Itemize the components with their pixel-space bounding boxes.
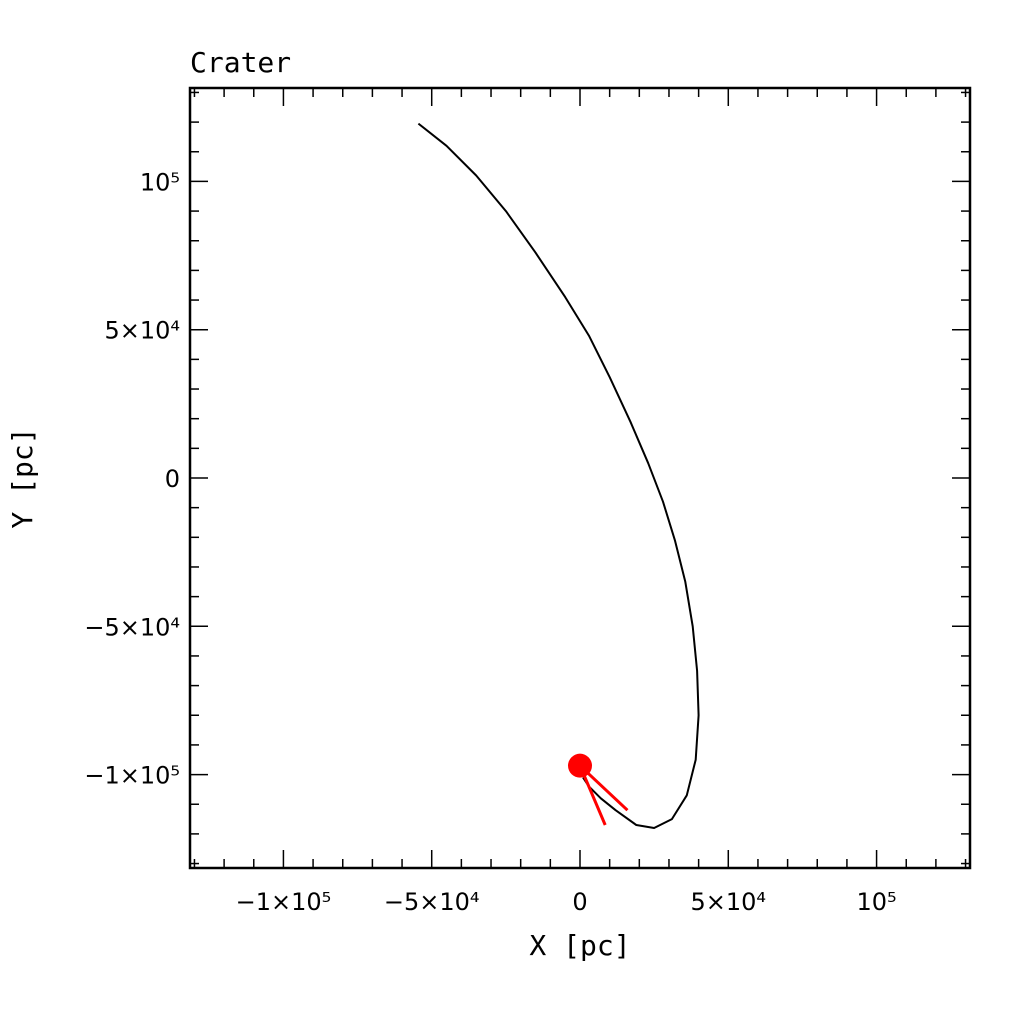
x-tick-label: 0 xyxy=(572,888,587,916)
x-tick-label: 10⁵ xyxy=(856,888,896,916)
y-axis-label: Y [pc] xyxy=(6,427,39,528)
x-tick-label: −5×10⁴ xyxy=(384,888,480,916)
current-position-markers xyxy=(568,753,629,826)
y-tick-label: 10⁵ xyxy=(140,168,180,196)
y-tick-label: −1×10⁵ xyxy=(84,762,180,790)
current-position-marker xyxy=(568,753,592,778)
x-axis-label: X [pc] xyxy=(529,929,630,962)
tick-marks xyxy=(190,88,970,868)
x-tick-label: −1×10⁵ xyxy=(236,888,332,916)
orbit-series xyxy=(417,122,700,829)
y-tick-labels: 10⁵ 5×10⁴ 0 −5×10⁴ −1×10⁵ xyxy=(84,168,180,789)
y-tick-label: 5×10⁴ xyxy=(104,317,180,345)
y-tick-label: −5×10⁴ xyxy=(84,613,180,641)
orbit-line xyxy=(417,122,700,829)
x-tick-labels: −1×10⁵ −5×10⁴ 0 5×10⁴ 10⁵ xyxy=(236,888,897,916)
x-tick-label: 5×10⁴ xyxy=(691,888,767,916)
plot-frame xyxy=(188,86,972,870)
chart-title: Crater xyxy=(190,46,291,79)
y-tick-label: 0 xyxy=(165,465,180,493)
